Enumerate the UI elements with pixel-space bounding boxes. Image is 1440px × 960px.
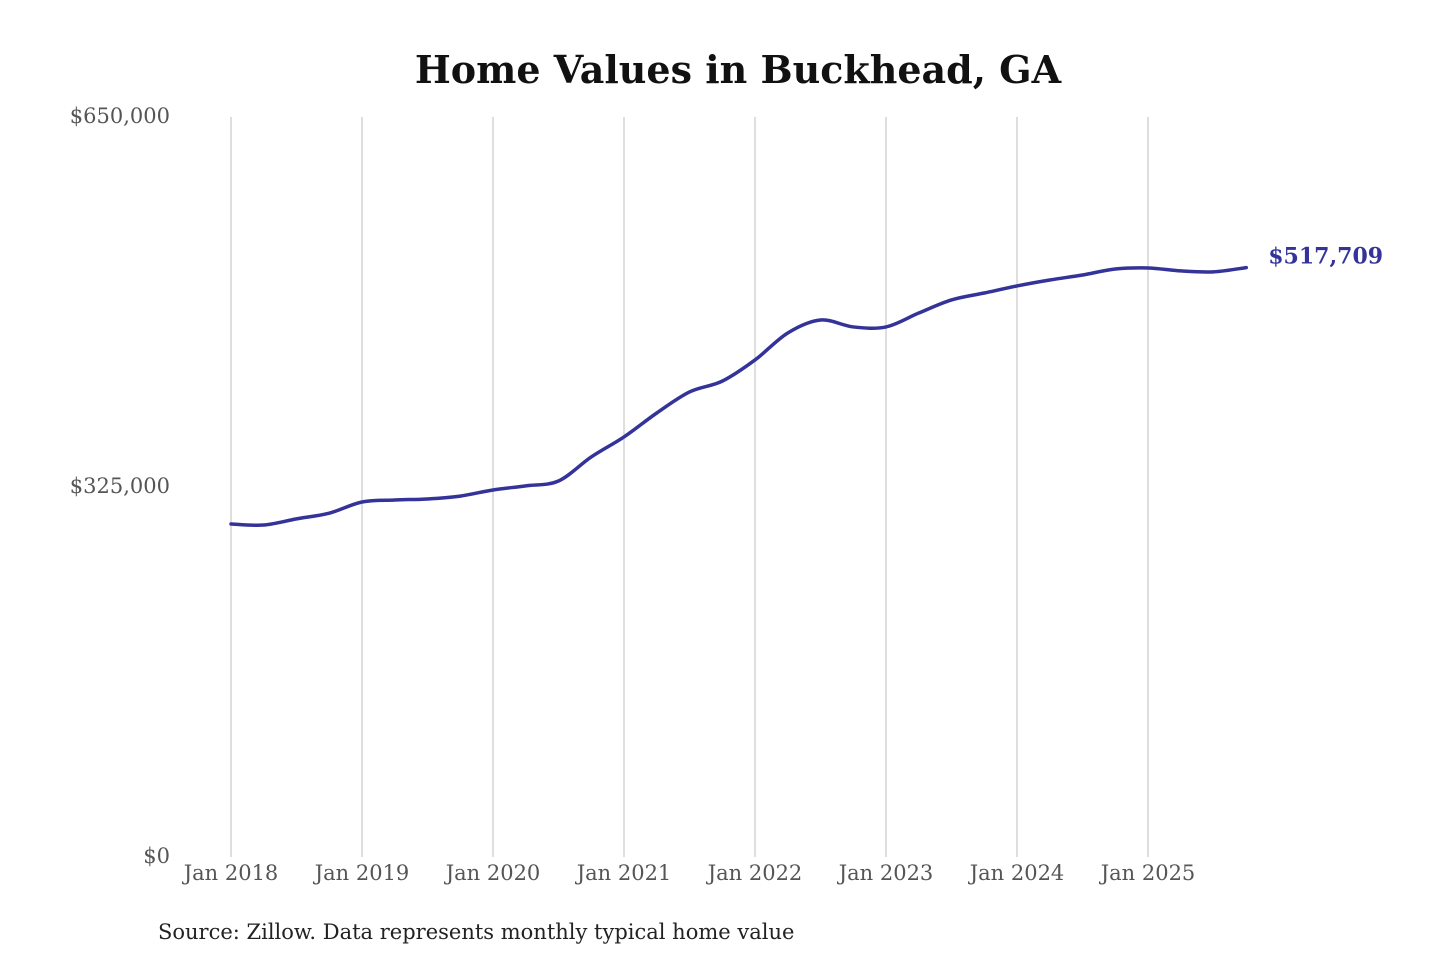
x-tick-label: Jan 2018: [182, 861, 279, 885]
chart-title: Home Values in Buckhead, GA: [415, 47, 1062, 92]
x-tick-label: Jan 2021: [575, 861, 672, 885]
y-tick-label: $650,000: [70, 104, 170, 128]
series-line: [229, 265, 1248, 527]
y-tick-label: $0: [143, 844, 170, 868]
x-tick-label: Jan 2023: [837, 861, 934, 885]
y-axis: $0 $325,000 $650,000: [70, 104, 170, 868]
y-tick-label: $325,000: [70, 474, 170, 498]
x-tick-label: Jan 2019: [313, 861, 410, 885]
x-axis: Jan 2018 Jan 2019 Jan 2020 Jan 2021 Jan 2022…: [182, 861, 1196, 885]
x-tick-label: Jan 2025: [1099, 861, 1196, 885]
x-tick-label: Jan 2022: [706, 861, 803, 885]
end-value-label: $517,709: [1268, 244, 1383, 270]
x-tick-label: Jan 2024: [968, 861, 1065, 885]
gridlines: [230, 117, 1149, 857]
source-note: Source: Zillow. Data represents monthly …: [158, 920, 794, 944]
x-tick-label: Jan 2020: [444, 861, 541, 885]
